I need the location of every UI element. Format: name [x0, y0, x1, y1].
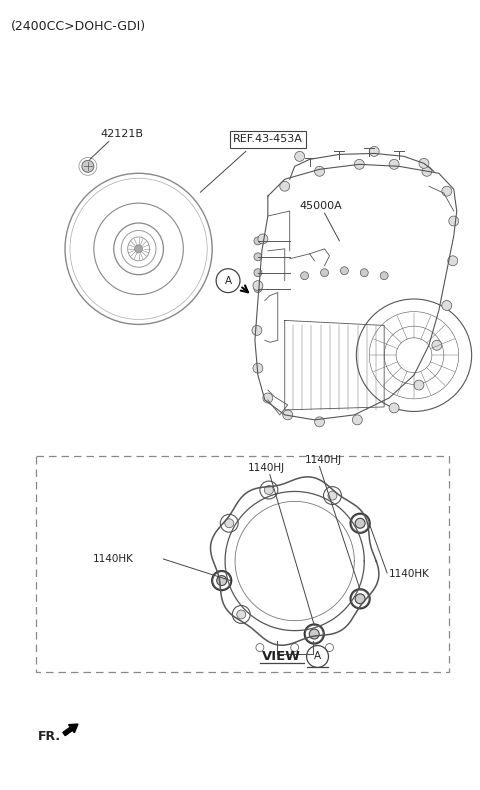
Circle shape — [254, 269, 262, 276]
Circle shape — [217, 576, 227, 585]
Circle shape — [321, 269, 328, 276]
Text: VIEW: VIEW — [262, 650, 301, 663]
Circle shape — [354, 160, 364, 169]
FancyArrow shape — [63, 724, 78, 735]
Circle shape — [82, 160, 94, 172]
Circle shape — [314, 167, 324, 176]
Circle shape — [352, 415, 362, 425]
Text: 1140HK: 1140HK — [93, 554, 134, 564]
Circle shape — [254, 284, 262, 292]
Circle shape — [314, 417, 324, 427]
Circle shape — [449, 216, 459, 226]
Text: FR.: FR. — [38, 730, 61, 743]
Text: 1140HJ: 1140HJ — [305, 454, 342, 465]
Circle shape — [264, 486, 273, 495]
Circle shape — [252, 325, 262, 335]
Text: A: A — [225, 276, 232, 286]
Text: 45000A: 45000A — [300, 201, 342, 211]
Circle shape — [369, 146, 379, 156]
Text: 42121B: 42121B — [101, 130, 144, 140]
Circle shape — [253, 280, 263, 291]
Circle shape — [309, 629, 319, 639]
Circle shape — [280, 181, 290, 191]
Circle shape — [419, 158, 429, 168]
Circle shape — [360, 269, 368, 276]
Text: 1140HK: 1140HK — [389, 569, 430, 579]
Text: A: A — [314, 652, 321, 661]
Bar — [36, 456, 449, 672]
Circle shape — [237, 610, 246, 619]
Circle shape — [340, 267, 348, 275]
Text: REF.43-453A: REF.43-453A — [233, 134, 303, 145]
Circle shape — [225, 519, 234, 528]
Circle shape — [355, 594, 365, 604]
Circle shape — [442, 186, 452, 196]
Circle shape — [432, 340, 442, 350]
Circle shape — [448, 256, 458, 265]
Circle shape — [254, 237, 262, 245]
Circle shape — [295, 152, 305, 161]
Circle shape — [253, 363, 263, 373]
Circle shape — [258, 234, 268, 244]
Circle shape — [442, 300, 452, 310]
Circle shape — [355, 518, 365, 529]
Circle shape — [389, 403, 399, 413]
Circle shape — [300, 272, 309, 280]
Circle shape — [389, 160, 399, 169]
Circle shape — [217, 576, 226, 585]
Circle shape — [414, 380, 424, 390]
Circle shape — [356, 594, 365, 604]
Circle shape — [134, 245, 143, 253]
Text: 1140HJ: 1140HJ — [248, 463, 285, 472]
Circle shape — [283, 410, 293, 419]
Circle shape — [380, 272, 388, 280]
Circle shape — [356, 519, 365, 528]
Circle shape — [254, 253, 262, 261]
Circle shape — [263, 393, 273, 403]
Text: (2400CC>DOHC-GDI): (2400CC>DOHC-GDI) — [12, 21, 146, 33]
Circle shape — [310, 630, 319, 638]
Circle shape — [422, 167, 432, 176]
Circle shape — [328, 491, 337, 500]
